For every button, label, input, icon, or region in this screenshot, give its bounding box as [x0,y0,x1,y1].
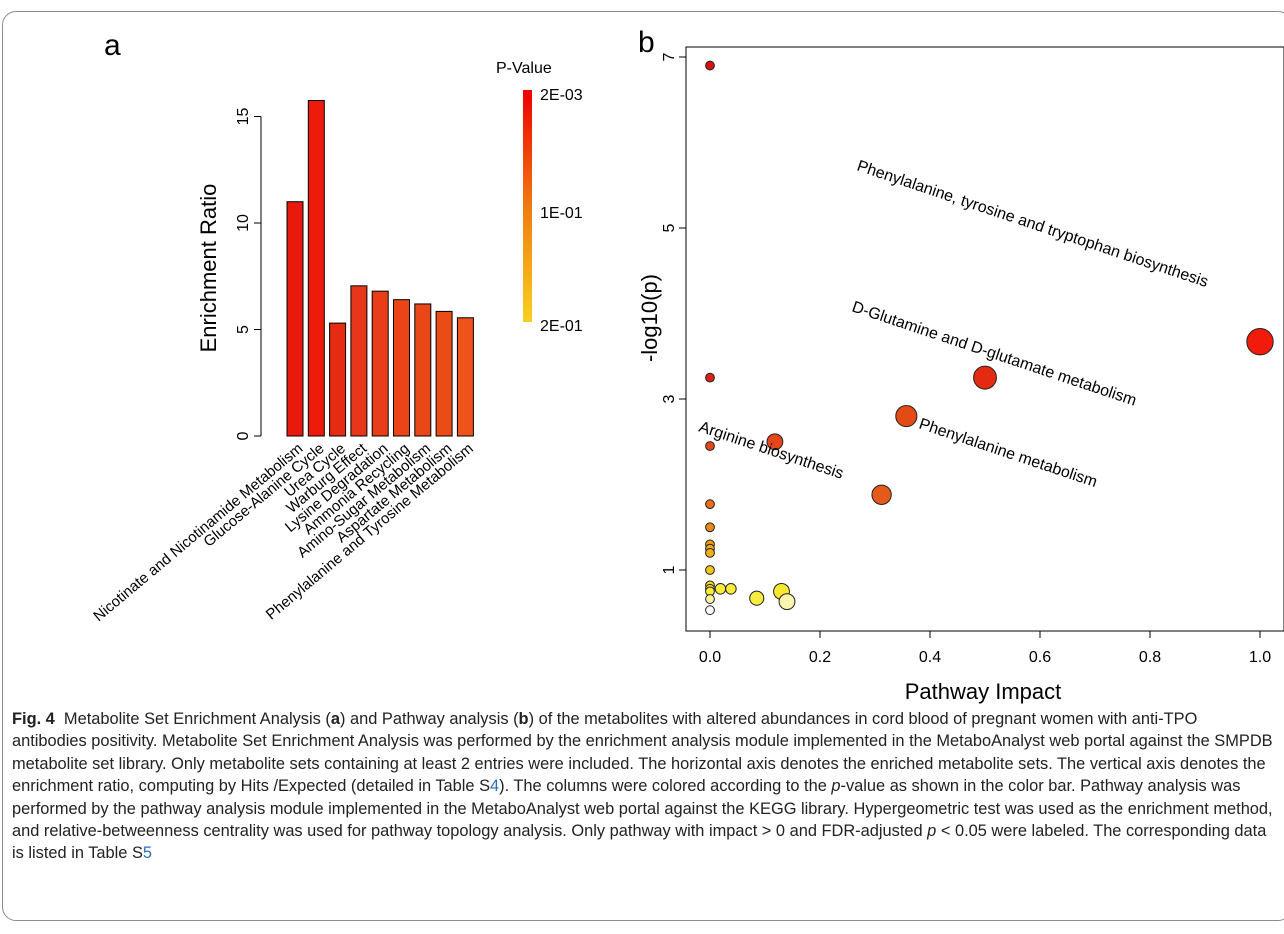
panel-b-scatter-chart: 1 3 5 7 -log10(p) 0.0 0.2 0.4 0.6 0.8 1.0 Pathway I… [637,46,1284,704]
bar [456,317,474,437]
data-point [725,583,737,595]
y-axis-title: Enrichment Ratio [196,184,221,353]
y-tick-label: 1 [661,565,678,574]
x-tick-label: 0.6 [1029,649,1051,666]
panel-a-bar-chart: 0 5 10 15 Enrichment Ratio Nicotinate and Nic… [90,60,582,625]
data-point [871,484,892,505]
data-point [778,593,796,611]
panel-b-letter: b [638,26,655,59]
figure-frame [2,11,1284,921]
y-tick-label: 5 [661,223,678,232]
legend-label: 2E-01 [540,318,583,335]
data-point [705,372,715,383]
data-point [705,522,715,533]
x-tick-label: 0.8 [1139,649,1161,666]
bar [286,201,304,437]
legend-label: 2E-03 [540,87,583,104]
bar [435,310,453,437]
data-point [749,590,765,606]
caption-text-3: ) of the metabolites with altered abunda… [12,710,1273,796]
caption-text-4: ). The columns were colored according to… [499,777,832,796]
caption-label: Fig. 4 [12,710,55,728]
x-tick-label: 1.0 [1249,649,1271,666]
bar [393,299,410,437]
data-point [973,365,997,390]
caption-panel-a: a [330,710,340,728]
bar [350,285,368,437]
caption-text-1: Metabolite Set Enrichment Analysis ( [63,710,331,728]
data-point [705,441,715,451]
x-tick-label: 0.0 [699,649,721,666]
data-point [705,565,715,575]
caption-ref-table-s5[interactable]: 5 [142,844,153,863]
x-category-label: Nicotinate and Nicotinamide Metabolism [90,440,306,625]
bar [307,100,325,437]
bar [414,303,432,437]
caption-panel-b: b [518,710,529,728]
y-tick-label: 5 [235,325,252,334]
legend-title: P-Value [496,60,552,77]
x-tick-label: 0.4 [919,649,941,666]
data-point [705,499,715,510]
y-tick-label: 15 [235,108,252,126]
pathway-annotation: Phenylalanine metabolism [917,416,1100,491]
data-point [705,605,715,616]
y-tick-label: 3 [661,394,678,403]
data-point [705,594,715,604]
pathway-annotation: D-Glutamine and D-glutamate metabolism [850,299,1139,410]
caption-text-5: -value as shown in the color bar. Pathwa… [12,777,1273,841]
legend-colorbar [523,90,532,322]
caption-p-variable-2: p [927,822,937,841]
x-axis-title: Pathway Impact [905,679,1062,704]
bar [329,322,347,437]
data-point [705,548,715,558]
caption-ref-table-s4[interactable]: 4 [490,777,500,796]
data-point [895,405,918,428]
caption-text-2: ) and Pathway analysis ( [339,710,519,728]
data-point [766,433,784,451]
y-tick-label: 7 [661,52,678,61]
data-point [1246,328,1274,356]
x-tick-label: 0.2 [809,649,831,666]
legend-label: 1E-01 [540,205,583,222]
caption-p-variable: p [831,777,841,796]
figure-caption: Fig. 4 Metabolite Set Enrichment Analysi… [12,708,1274,865]
data-point [714,583,727,595]
caption-text-6: < 0.05 were labeled. The corresponding d… [12,822,1267,863]
plot-frame [685,46,1284,632]
bar [371,290,389,437]
pathway-annotation: Arginine biosynthesis [697,419,846,483]
y-axis-title: -log10(p) [637,274,662,362]
y-tick-label: 10 [235,214,252,232]
panel-a-letter: a [104,29,121,62]
y-tick-label: 0 [235,431,252,440]
data-point [705,60,715,71]
pathway-annotation: Phenylalanine, tyrosine and tryptophan b… [855,158,1210,291]
